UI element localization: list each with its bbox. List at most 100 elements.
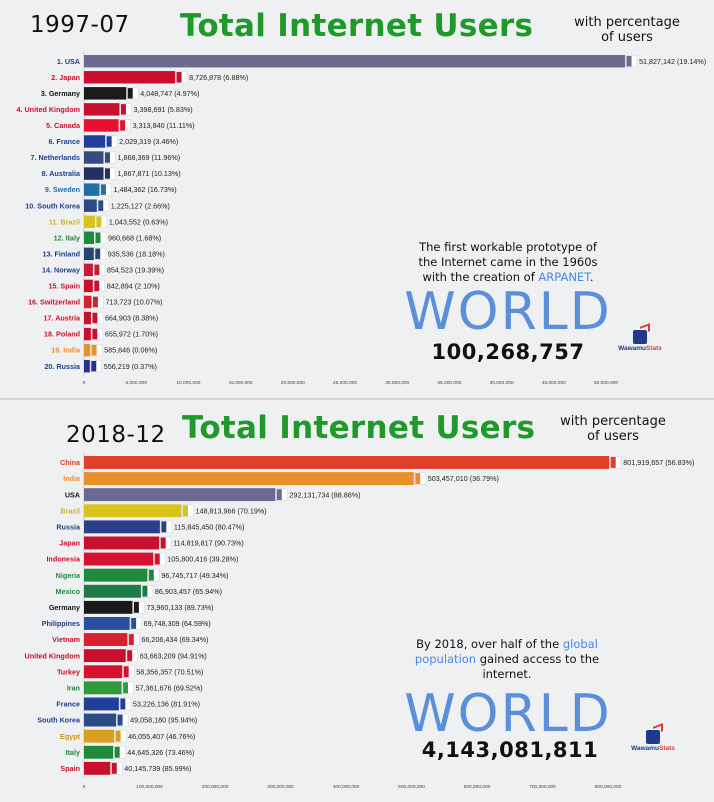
bar <box>84 183 100 196</box>
flag-icon <box>90 344 103 357</box>
category-label: 20. Russia <box>44 362 81 371</box>
category-label: United Kingdom <box>25 651 81 660</box>
x-tick-label: 45,000,000 <box>542 380 566 386</box>
flag-icon-stripe <box>94 264 100 276</box>
flag-icon-stripe <box>105 168 110 179</box>
flag-icon <box>141 585 154 598</box>
flag-icon-stripe <box>120 698 126 710</box>
bar <box>84 279 93 293</box>
bar-chart-1997: 1. USA 51,827,142 (19.14%) 2. Japan 8,726,8… <box>17 52 706 386</box>
category-label: 10. South Korea <box>25 201 81 210</box>
value-label: 40,145,739 (85.99%) <box>124 764 191 773</box>
brand-logo: WawamuStats <box>628 730 678 752</box>
x-tick-label: 50,000,000 <box>594 380 618 386</box>
flag-icon <box>93 263 106 276</box>
bar <box>84 167 104 180</box>
bar <box>84 745 114 759</box>
chart-logo-icon <box>646 730 660 744</box>
category-label: India <box>63 474 81 483</box>
value-label: 46,055,407 (46.76%) <box>128 732 195 741</box>
x-tick-label: 300,000,000 <box>267 784 294 790</box>
flag-icon <box>95 215 108 228</box>
flag-icon-stripe <box>176 72 182 83</box>
flag-icon-stripe <box>120 104 126 115</box>
bar <box>84 87 127 100</box>
value-label: 49,058,180 (95.94%) <box>130 716 197 725</box>
value-label: 58,356,357 (70.51%) <box>136 667 203 676</box>
annotation-text: The first workable prototype of the Inte… <box>418 240 598 284</box>
category-label: 6. France <box>48 137 80 146</box>
category-label: Brazil <box>60 506 80 515</box>
value-label: 53,226,136 (81.91%) <box>133 700 200 709</box>
flag-icon <box>625 55 638 68</box>
category-label: 15. Spain <box>48 282 80 291</box>
flag-icon <box>91 312 104 324</box>
bar <box>84 617 130 630</box>
brand-name: WawamuStats <box>631 745 675 752</box>
flag-icon-stripe <box>91 344 97 356</box>
flag-icon-stripe <box>123 666 129 678</box>
bar <box>84 761 111 775</box>
x-tick-label: 0 <box>83 380 86 386</box>
bar <box>84 247 94 261</box>
flag-icon-stripe <box>610 457 616 468</box>
chart-logo-icon <box>633 330 647 344</box>
flag-icon <box>105 135 118 148</box>
category-label: 4. United Kingdom <box>17 105 81 114</box>
category-label: 7. Netherlands <box>30 153 80 162</box>
flag-icon-stripe <box>92 328 98 340</box>
value-label: 3,398,691 (5.83%) <box>133 105 192 114</box>
value-label: 148,813,966 (70.19%) <box>195 506 266 515</box>
category-label: Iran <box>67 683 80 692</box>
chart-subtitle: with percentage of users <box>574 15 680 45</box>
value-label: 69,748,309 (64.59%) <box>144 619 211 628</box>
category-label: 17. Austria <box>44 314 81 323</box>
category-label: Nigeria <box>56 571 81 580</box>
x-tick-label: 200,000,000 <box>202 784 229 790</box>
category-label: 14. Norway <box>42 265 80 274</box>
flag-icon <box>182 504 194 517</box>
period-label: 2018-12 <box>66 422 166 448</box>
bar <box>84 488 276 502</box>
flag-icon <box>122 665 135 678</box>
category-label: Spain <box>60 764 80 773</box>
category-label: Italy <box>66 748 80 757</box>
bar <box>84 472 414 485</box>
bar <box>84 151 104 164</box>
flag-icon <box>92 296 104 308</box>
flag-icon-stripe <box>94 280 100 292</box>
flag-icon-stripe <box>415 473 421 484</box>
flag-icon <box>119 697 132 711</box>
bar <box>84 665 123 679</box>
world-label: WORLD <box>404 684 612 744</box>
bar <box>84 633 128 646</box>
x-tick-label: 500,000,000 <box>398 784 425 790</box>
flag-icon-stripe <box>131 618 137 629</box>
bar <box>84 359 90 373</box>
value-label: 1,225,127 (2.66%) <box>111 201 170 210</box>
value-label: 503,457,010 (36.79%) <box>428 474 499 483</box>
flag-icon-stripe <box>114 746 120 758</box>
bar <box>84 71 176 84</box>
category-label: 5. Canada <box>46 121 81 130</box>
flag-icon-stripe <box>161 521 167 533</box>
value-label: 585,646 (0.06%) <box>104 346 157 355</box>
value-label: 1,484,362 (16.73%) <box>113 185 176 194</box>
flag-icon-stripe <box>100 184 106 195</box>
category-label: Egypt <box>60 732 81 741</box>
flag-icon <box>160 520 173 534</box>
value-label: 8,726,878 (6.88%) <box>189 73 248 82</box>
bar <box>84 504 182 518</box>
value-label: 66,206,434 (69.34%) <box>141 635 208 644</box>
bar <box>84 568 148 582</box>
chart-panel-1997: 1997-07 Total Internet Users with percen… <box>0 0 714 395</box>
flag-icon-stripe <box>154 553 160 565</box>
x-tick-label: 700,000,000 <box>529 784 556 790</box>
category-label: 16. Switzerland <box>28 298 80 307</box>
value-label: 105,800,416 (39.28%) <box>167 555 238 564</box>
bar <box>84 295 92 309</box>
flag-icon <box>93 279 106 292</box>
value-label: 96,745,717 (49.34%) <box>161 571 228 580</box>
x-tick-label: 0 <box>83 784 86 790</box>
annotation-highlight: ARPANET <box>538 270 590 284</box>
